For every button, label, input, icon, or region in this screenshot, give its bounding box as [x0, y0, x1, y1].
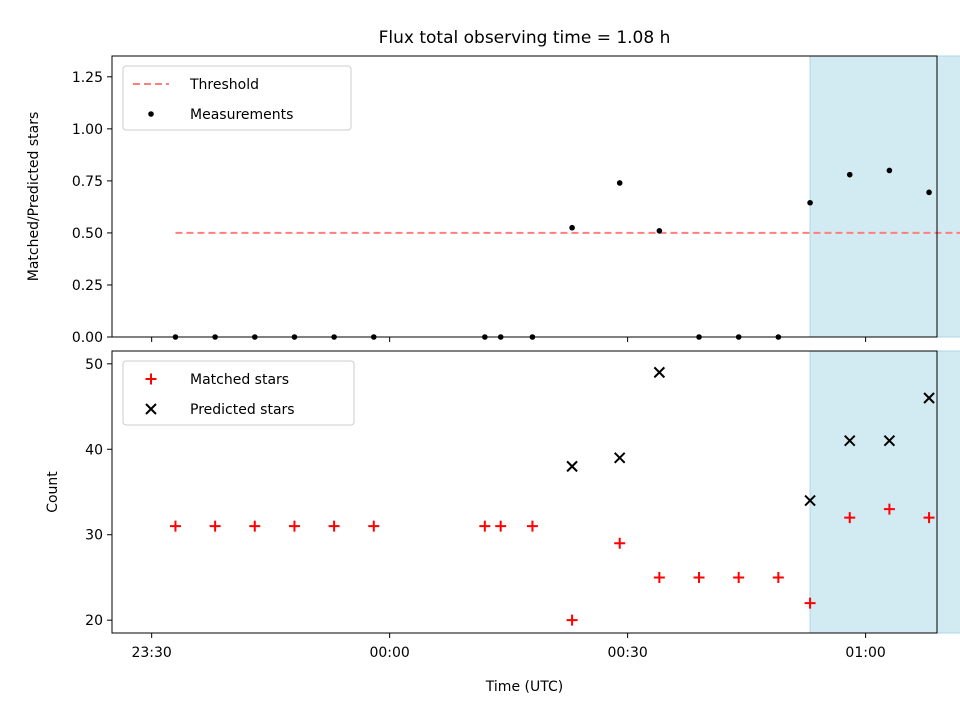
y-tick-label: 20: [85, 613, 103, 629]
measurement-point: [886, 167, 893, 174]
observing-window-span: [809, 55, 960, 338]
predicted-star-point: [844, 435, 856, 447]
x-axis-label: Time (UTC): [485, 679, 563, 695]
matched-star-point: [495, 520, 507, 532]
y-tick-label: 40: [85, 442, 103, 458]
matched-star-point: [614, 537, 626, 549]
matched-star-point: [479, 520, 491, 532]
legend-label: Threshold: [189, 77, 259, 93]
predicted-star-point: [566, 460, 578, 473]
legend-label: Predicted stars: [190, 402, 295, 418]
predicted-star-point: [923, 392, 935, 404]
predicted-star-point: [883, 435, 896, 447]
plot-frame: [111, 350, 938, 634]
y-tick-label: 0.75: [72, 174, 103, 190]
matched-star-point: [249, 520, 261, 532]
legend-measurement-swatch: [148, 111, 154, 117]
matched-star-point: [883, 503, 895, 515]
matched-star-point: [566, 614, 578, 626]
ratio-panel: 0.00 0.25 0.50 0.75 1.00 1.25 Matched/Predicte…: [26, 55, 960, 346]
matched-star-point: [733, 571, 745, 583]
matched-star-point: [844, 512, 856, 524]
legend-matched-swatch: [145, 373, 157, 385]
legend-label: Measurements: [190, 107, 293, 123]
y-tick-label: 50: [85, 357, 103, 373]
plot-frame: [111, 55, 938, 338]
matched-star-point: [804, 597, 816, 609]
measurement-point: [616, 180, 623, 186]
y-tick-label: 1.25: [72, 70, 103, 86]
x-tick-label: 23:30: [131, 645, 171, 661]
legend-box: [122, 360, 355, 426]
legend-label: Matched stars: [190, 372, 289, 388]
x-tick-label: 00:00: [369, 645, 409, 661]
x-tick-label: 00:30: [607, 645, 647, 661]
matched-star-point: [169, 520, 181, 532]
y-tick-label: 0.50: [72, 226, 103, 242]
count-panel: 2030405023:3000:0000:3001:0001:3002:00Co…: [45, 350, 960, 661]
matched-star-point: [328, 520, 340, 532]
x-tick-label: 01:00: [845, 645, 885, 661]
matched-star-point: [923, 512, 935, 524]
measurement-point: [656, 228, 663, 234]
observing-window-span: [809, 350, 960, 634]
predicted-star-point: [653, 366, 666, 379]
measurement-point: [569, 224, 575, 231]
matched-star-point: [368, 520, 380, 532]
measurement-point: [807, 199, 813, 206]
y-tick-label: 0.25: [72, 278, 103, 294]
matched-star-point: [772, 571, 784, 583]
y-tick-label: 30: [85, 528, 103, 544]
chart-title: Flux total observing time = 1.08 h: [379, 28, 671, 48]
matched-star-point: [288, 520, 300, 532]
y-tick-label: 0.00: [72, 330, 103, 346]
legend-predicted-swatch: [145, 403, 157, 415]
predicted-star-point: [804, 494, 816, 507]
y-axis-label: Matched/Predicted stars: [26, 112, 42, 282]
measurement-point: [846, 171, 853, 178]
matched-star-point: [653, 571, 665, 583]
y-tick-label: 1.00: [72, 122, 103, 138]
legend-box: [122, 65, 352, 131]
predicted-star-point: [613, 452, 626, 464]
matched-star-point: [209, 520, 221, 532]
matched-star-point: [526, 520, 538, 532]
matched-star-point: [693, 571, 705, 583]
y-axis-label: Count: [45, 471, 61, 513]
measurement-point: [926, 189, 932, 196]
